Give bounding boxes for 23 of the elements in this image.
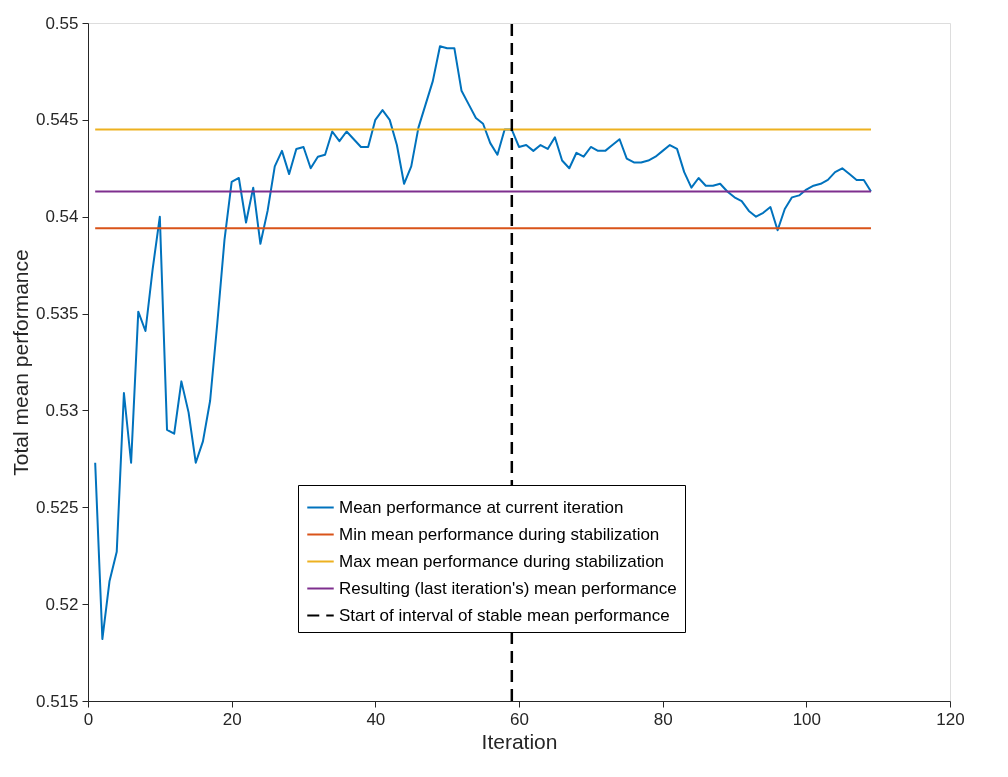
legend-label: Min mean performance during stabilization bbox=[339, 524, 660, 544]
legend-label: Mean performance at current iteration bbox=[339, 497, 624, 517]
x-tick-label: 80 bbox=[653, 709, 673, 729]
y-tick-label: 0.535 bbox=[35, 304, 79, 324]
y-axis-title: Total mean performance bbox=[8, 249, 32, 476]
x-tick-label: 60 bbox=[510, 709, 529, 729]
y-tick-label: 0.53 bbox=[45, 400, 79, 420]
y-tick-label: 0.55 bbox=[45, 13, 79, 33]
y-tick-label: 0.54 bbox=[45, 207, 79, 227]
legend-label: Resulting (last iteration's) mean performance bbox=[339, 578, 677, 598]
x-tick-label: 20 bbox=[222, 709, 242, 729]
ref-line-label: Start of interval of stable mean performance bbox=[339, 605, 670, 625]
x-tick-label: 0 bbox=[83, 709, 94, 729]
x-axis-title: Iteration bbox=[481, 729, 558, 753]
x-tick-label: 40 bbox=[366, 709, 386, 729]
x-tick-label: 120 bbox=[936, 709, 965, 729]
y-tick-label: 0.515 bbox=[35, 691, 79, 711]
y-tick-label: 0.545 bbox=[35, 110, 79, 130]
line-series bbox=[94, 45, 872, 641]
legend-label: Max mean performance during stabilization bbox=[339, 551, 665, 571]
y-tick-label: 0.52 bbox=[45, 594, 79, 614]
y-tick-label: 0.525 bbox=[35, 497, 79, 517]
x-tick-label: 100 bbox=[792, 709, 822, 729]
